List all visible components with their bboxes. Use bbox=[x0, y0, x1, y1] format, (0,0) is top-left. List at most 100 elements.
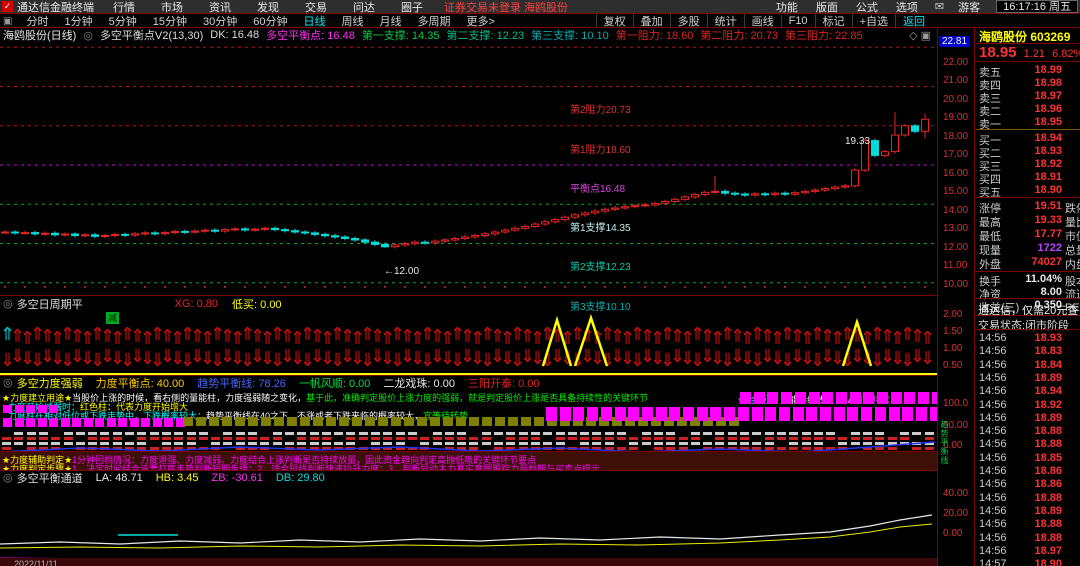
tick-row[interactable]: 14:56 18.89 bbox=[976, 412, 1080, 425]
tick-row[interactable]: 14:56 18.93 bbox=[976, 332, 1080, 345]
panel-icon[interactable]: ◎ bbox=[3, 298, 13, 310]
stat-row[interactable]: 外盘 74027内盘 bbox=[976, 256, 1080, 271]
svg-text:⇓: ⇓ bbox=[310, 346, 325, 367]
menu-item-版面[interactable]: 版面 bbox=[815, 1, 838, 14]
panel-icon[interactable]: ◎ bbox=[3, 377, 13, 389]
tool-button-标记[interactable]: 标记 bbox=[814, 13, 852, 29]
period-tab-60分钟[interactable]: 60分钟 bbox=[253, 16, 288, 28]
tool-button-统计[interactable]: 统计 bbox=[706, 13, 744, 29]
dash-segment bbox=[137, 432, 147, 435]
indicator-name[interactable]: 多空平衡点V2(13,30) bbox=[99, 30, 204, 42]
menu-item-问达[interactable]: 问达 bbox=[353, 1, 375, 14]
menu-item-功能[interactable]: 功能 bbox=[775, 1, 798, 14]
dash-segment bbox=[604, 437, 614, 440]
ask-row[interactable]: 卖一 18.95 bbox=[976, 116, 1080, 131]
menu-item-圈子[interactable]: 圈子 bbox=[401, 1, 423, 14]
tool-button-画线[interactable]: 画线 bbox=[743, 13, 781, 29]
magenta-bar bbox=[918, 392, 930, 404]
stat-row[interactable]: 最高 19.33量比 bbox=[976, 214, 1080, 229]
window-icons[interactable]: ◇ ▣ bbox=[909, 29, 931, 42]
bid-row[interactable]: 买四 18.91 bbox=[976, 171, 1080, 186]
menu-item-发现[interactable]: 发现 bbox=[257, 1, 279, 14]
indicator-icon[interactable]: ◎ bbox=[83, 29, 93, 42]
magenta-bar bbox=[141, 418, 150, 427]
sidebar-stock-name[interactable]: 海鸥股份 603269 bbox=[979, 30, 1071, 44]
dash-segment bbox=[358, 432, 368, 435]
magenta-bar bbox=[3, 405, 12, 413]
bid-row[interactable]: 买三 18.92 bbox=[976, 158, 1080, 173]
tool-button-返回[interactable]: 返回 bbox=[895, 13, 932, 29]
price-row: 18.95 1.21 6.82% bbox=[979, 44, 1080, 61]
period-tab-分时[interactable]: 分时 bbox=[26, 16, 49, 28]
period-tab-日线[interactable]: 日线 bbox=[303, 16, 326, 28]
period-tab-15分钟[interactable]: 15分钟 bbox=[152, 16, 187, 28]
period-tab-30分钟[interactable]: 30分钟 bbox=[202, 16, 238, 28]
menu-item-市场[interactable]: 市场 bbox=[161, 1, 183, 14]
bid-row[interactable]: 买五 18.90 bbox=[976, 184, 1080, 199]
mail-icon[interactable]: ✉ bbox=[934, 1, 945, 13]
notice-text[interactable]: 通达信，仅需20元查 bbox=[978, 305, 1079, 317]
user-label[interactable]: 游客 bbox=[958, 1, 981, 14]
olive-bar bbox=[391, 417, 401, 426]
period-tab-多周期[interactable]: 多周期 bbox=[417, 16, 451, 28]
panel-icon[interactable]: ◎ bbox=[3, 472, 13, 484]
menu-item-交易[interactable]: 交易 bbox=[305, 1, 327, 14]
tick-row[interactable]: 14:56 18.83 bbox=[976, 345, 1080, 358]
menu-item-选项[interactable]: 选项 bbox=[895, 1, 918, 14]
menu-item-行情[interactable]: 行情 bbox=[113, 1, 135, 14]
stat-row[interactable]: 涨停 19.51跌停 bbox=[976, 200, 1080, 215]
row-label2: 总量 bbox=[1065, 245, 1080, 257]
bid-row[interactable]: 买二 18.93 bbox=[976, 145, 1080, 160]
tick-row[interactable]: 14:56 18.86 bbox=[976, 478, 1080, 491]
layout-grid-icon[interactable]: ▣ bbox=[3, 15, 13, 27]
tick-row[interactable]: 14:56 18.94 bbox=[976, 385, 1080, 398]
dash-segment bbox=[395, 437, 405, 440]
ask-row[interactable]: 卖二 18.96 bbox=[976, 103, 1080, 118]
stat-row[interactable]: 现量 1722总量 bbox=[976, 242, 1080, 257]
tick-row[interactable]: 14:56 18.85 bbox=[976, 452, 1080, 465]
tool-button-多股[interactable]: 多股 bbox=[669, 13, 707, 29]
tool-button-F10[interactable]: F10 bbox=[780, 15, 815, 27]
tool-button-+自选[interactable]: +自选 bbox=[851, 13, 895, 29]
tick-time: 14:56 bbox=[979, 451, 1007, 464]
tick-row[interactable]: 14:56 18.88 bbox=[976, 492, 1080, 505]
period-tab-1分钟[interactable]: 1分钟 bbox=[64, 16, 93, 28]
period-tab-5分钟[interactable]: 5分钟 bbox=[108, 16, 137, 28]
tick-row[interactable]: 14:56 18.88 bbox=[976, 518, 1080, 531]
ask-row[interactable]: 卖四 18.98 bbox=[976, 77, 1080, 92]
tool-button-复权[interactable]: 复权 bbox=[595, 13, 633, 29]
tick-row[interactable]: 14:56 18.97 bbox=[976, 545, 1080, 558]
bid-row[interactable]: 买一 18.94 bbox=[976, 132, 1080, 147]
period-tab-周线[interactable]: 周线 bbox=[341, 16, 364, 28]
dash-segment bbox=[506, 432, 516, 435]
tick-time: 14:56 bbox=[979, 531, 1007, 544]
menu-item-资讯[interactable]: 资讯 bbox=[209, 1, 231, 14]
dash-segment bbox=[666, 432, 676, 435]
tick-row[interactable]: 14:56 18.89 bbox=[976, 372, 1080, 385]
magenta-bar bbox=[72, 418, 81, 427]
menu-bar: ✓ 通达信金融终端 行情 市场 资讯 发现 交易 问达 圈子 证券交易未登录 海鸥股份 功能… bbox=[0, 0, 1080, 14]
ask-row[interactable]: 卖五 18.99 bbox=[976, 64, 1080, 79]
header-field: 第二阻力: 20.73 bbox=[700, 30, 779, 42]
svg-text:⇓: ⇓ bbox=[690, 350, 705, 371]
axis-tick: 100.0 bbox=[943, 398, 969, 409]
tick-row[interactable]: 14:56 18.88 bbox=[976, 438, 1080, 451]
tick-row[interactable]: 14:56 18.88 bbox=[976, 425, 1080, 438]
tick-row[interactable]: 14:56 18.92 bbox=[976, 399, 1080, 412]
tool-button-叠加[interactable]: 叠加 bbox=[632, 13, 670, 29]
dash-segment bbox=[604, 442, 614, 445]
row-label: 卖三 bbox=[979, 93, 1001, 105]
menu-item-公式[interactable]: 公式 bbox=[855, 1, 878, 14]
tick-row[interactable]: 14:57 18.90 bbox=[976, 558, 1080, 566]
period-tab-月线[interactable]: 月线 bbox=[379, 16, 402, 28]
tick-row[interactable]: 14:56 18.84 bbox=[976, 359, 1080, 372]
dash-segment bbox=[420, 442, 430, 445]
period-tab-更多>[interactable]: 更多> bbox=[466, 16, 495, 28]
tick-row[interactable]: 14:56 18.86 bbox=[976, 465, 1080, 478]
stat-row[interactable]: 最低 17.77市值 bbox=[976, 228, 1080, 243]
stat-row[interactable]: 换手 11.04%股本 bbox=[976, 273, 1080, 288]
tick-row[interactable]: 14:56 18.88 bbox=[976, 532, 1080, 545]
ask-row[interactable]: 卖三 18.97 bbox=[976, 90, 1080, 105]
tick-row[interactable]: 14:56 18.89 bbox=[976, 505, 1080, 518]
